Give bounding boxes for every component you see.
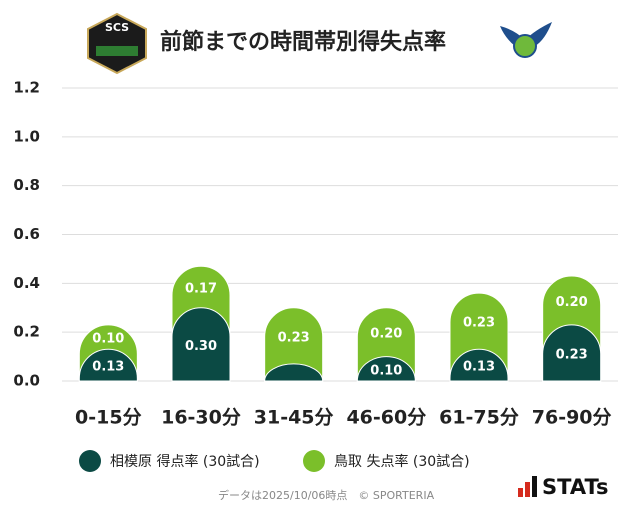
x-tick-label: 31-45分 (254, 407, 334, 429)
value-label: 0.30 (185, 339, 217, 354)
y-tick-label: 0.4 (13, 274, 40, 292)
bar-segment (542, 324, 602, 382)
brand-bar (518, 488, 523, 497)
x-tick-label: 16-30分 (161, 407, 241, 429)
value-label: 0.17 (185, 281, 217, 296)
bar-segment (264, 307, 324, 382)
y-tick-label: 1.0 (13, 127, 40, 145)
legend-swatch (303, 450, 325, 472)
footnote: データは2025/10/06時点 © SPORTERIA (218, 488, 435, 502)
y-tick-label: 1.2 (13, 79, 40, 97)
value-label: 0.23 (556, 347, 588, 362)
logo-badge (87, 12, 147, 75)
value-label: 0.10 (370, 363, 402, 378)
y-tick-label: 0.0 (13, 372, 40, 390)
value-label: 0.23 (463, 316, 495, 331)
value-label: 0.20 (556, 295, 588, 310)
x-tick-label: 76-90分 (532, 407, 612, 429)
brand-logo: STATs (518, 475, 608, 499)
value-label: 0.23 (278, 330, 310, 345)
logo-stripe (96, 46, 138, 56)
y-tick-label: 0.2 (13, 323, 40, 341)
chart-title: 前節までの時間帯別得失点率 (160, 29, 446, 55)
value-label: 0.13 (463, 360, 495, 375)
bar-segment (449, 348, 509, 382)
brand-bar (525, 482, 530, 497)
logo-text: SCS (105, 21, 129, 34)
value-label: 0.10 (92, 332, 124, 347)
value-label: 0.13 (92, 360, 124, 375)
logo-ball (513, 34, 537, 58)
legend-label: 相模原 得点率 (30試合) (110, 453, 260, 470)
legend-label: 鳥取 失点率 (30試合) (334, 453, 470, 470)
right-logo (500, 22, 552, 58)
bar-segment (356, 356, 416, 382)
y-tick-label: 0.8 (13, 176, 40, 194)
y-tick-label: 0.6 (13, 225, 40, 243)
x-tick-label: 0-15分 (75, 407, 142, 429)
bar-segment (264, 363, 324, 382)
value-label: 0.20 (370, 327, 402, 342)
brand-bar (532, 476, 537, 497)
x-tick-label: 46-60分 (346, 407, 426, 429)
legend-swatch (79, 450, 101, 472)
brand-text: STATs (542, 475, 608, 499)
x-tick-label: 61-75分 (439, 407, 519, 429)
left-logo: SCS (87, 12, 147, 75)
bar-segment (171, 307, 231, 382)
bar-segment (78, 348, 138, 382)
